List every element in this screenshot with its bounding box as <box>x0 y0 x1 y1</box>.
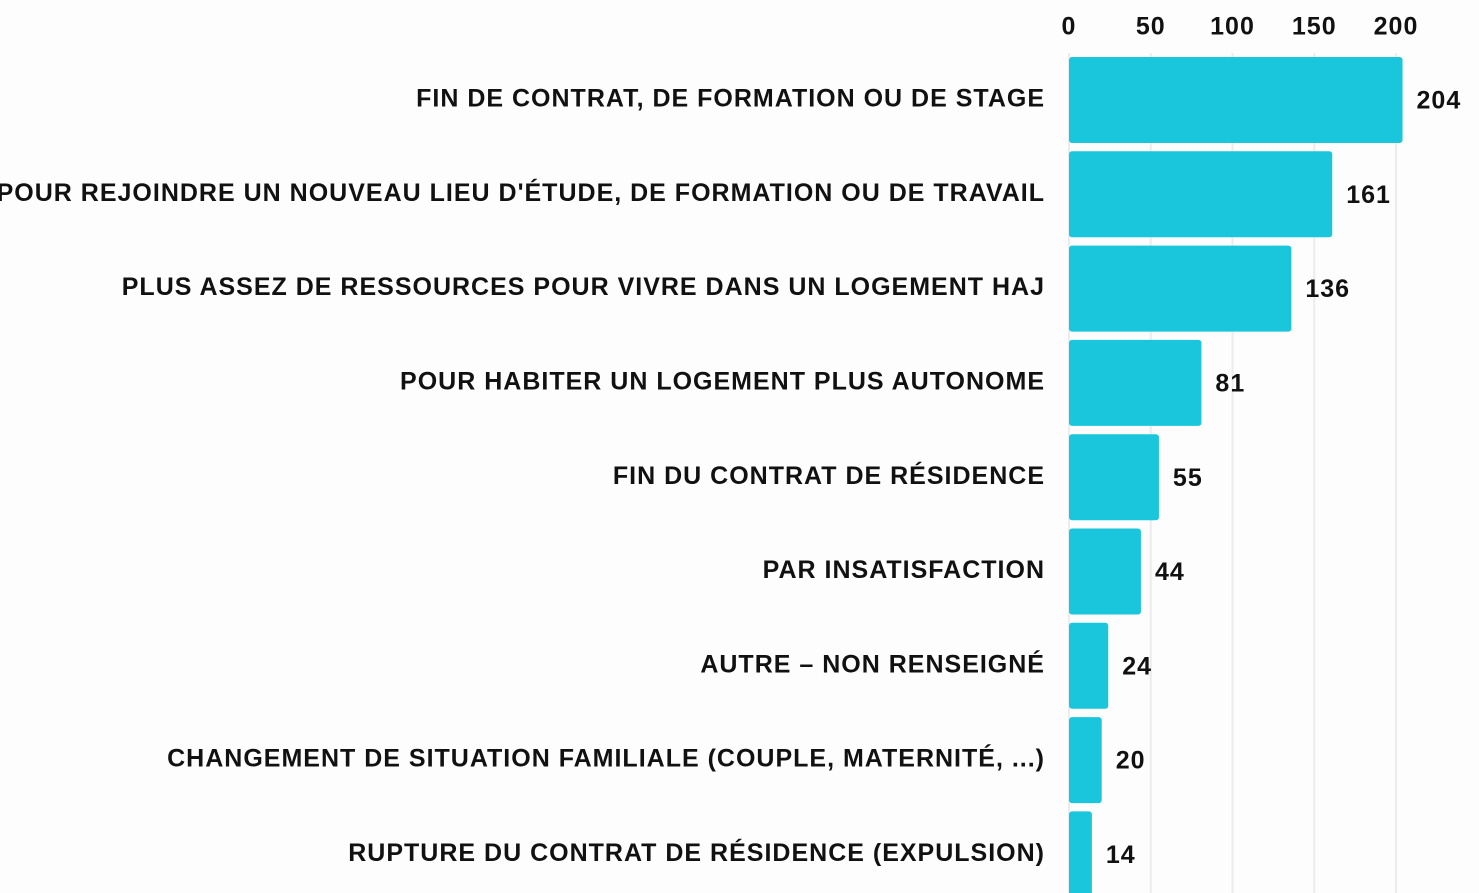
value-label: 161 <box>1346 181 1391 209</box>
category-label: CHANGEMENT DE SITUATION FAMILIALE (COUPL… <box>167 744 1045 773</box>
bar <box>1069 245 1292 332</box>
bar <box>1069 717 1102 804</box>
value-label: 44 <box>1155 558 1185 586</box>
value-label: 136 <box>1305 275 1350 303</box>
value-label: 55 <box>1173 464 1203 492</box>
value-label: 81 <box>1215 370 1245 398</box>
value-label: 20 <box>1116 747 1146 775</box>
bar <box>1069 434 1159 521</box>
category-label: RUPTURE DU CONTRAT DE RÉSIDENCE (EXPULSI… <box>348 838 1045 867</box>
x-tick-label: 50 <box>1136 13 1166 41</box>
x-tick-label: 150 <box>1292 13 1337 41</box>
bar <box>1069 339 1202 426</box>
category-label: FIN DE CONTRAT, DE FORMATION OU DE STAGE <box>416 85 1045 113</box>
bar <box>1069 622 1109 709</box>
bar <box>1069 811 1092 893</box>
value-label: 14 <box>1106 841 1136 869</box>
category-label: FIN DU CONTRAT DE RÉSIDENCE <box>613 461 1045 490</box>
category-label: AUTRE – NON RENSEIGNÉ <box>700 649 1045 678</box>
value-label: 24 <box>1122 652 1152 680</box>
category-label: PLUS ASSEZ DE RESSOURCES POUR VIVRE DANS… <box>122 273 1045 301</box>
bar <box>1069 528 1141 615</box>
x-tick-label: 100 <box>1210 13 1255 41</box>
category-label: POUR REJOINDRE UN NOUVEAU LIEU D'ÉTUDE, … <box>0 178 1045 207</box>
value-label: 204 <box>1417 87 1462 115</box>
x-tick-label: 0 <box>1062 13 1077 41</box>
category-label: PAR INSATISFACTION <box>763 556 1045 584</box>
x-tick-label: 200 <box>1374 13 1419 41</box>
bar <box>1069 57 1403 143</box>
category-label: POUR HABITER UN LOGEMENT PLUS AUTONOME <box>400 368 1045 396</box>
bar <box>1069 151 1333 238</box>
